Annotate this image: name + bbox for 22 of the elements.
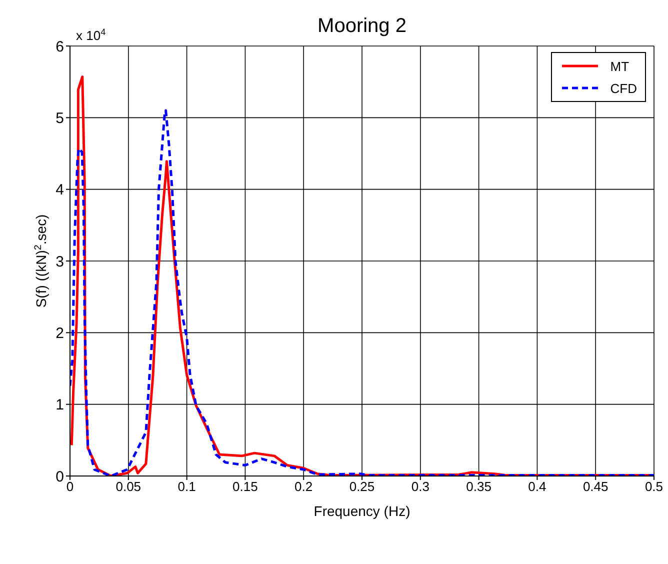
y-tick-label: 1 <box>56 396 64 414</box>
legend-label: CFD <box>610 80 637 96</box>
x-tick-label: 0.25 <box>349 479 375 494</box>
chart-title: Mooring 2 <box>318 15 406 37</box>
y-tick-label: 4 <box>56 182 64 199</box>
x-axis-title: Frequency (Hz) <box>314 503 410 519</box>
x-tick-label: 0 <box>66 479 74 494</box>
y-tick-label: 5 <box>56 110 64 127</box>
y-tick-label: 6 <box>56 38 64 56</box>
x-tick-label: 0.4 <box>528 479 546 494</box>
text: x 10$^{4}$ <box>76 27 106 43</box>
x-tick-label: 0.45 <box>582 479 608 494</box>
x-tick-label: 0.35 <box>466 479 492 494</box>
legend-label: MT <box>610 58 630 74</box>
y-tick-label: 2 <box>56 324 64 342</box>
x-tick-label: 0.15 <box>232 479 258 494</box>
x-tick-label: 0.05 <box>116 479 142 494</box>
x-tick-label: 0.2 <box>294 479 313 494</box>
x-tick-label: 0.3 <box>411 479 430 494</box>
x-tick-label: 0.5 <box>644 479 664 494</box>
y-tick-label: 3 <box>56 253 64 270</box>
x-tick-label: 0.1 <box>178 479 196 494</box>
